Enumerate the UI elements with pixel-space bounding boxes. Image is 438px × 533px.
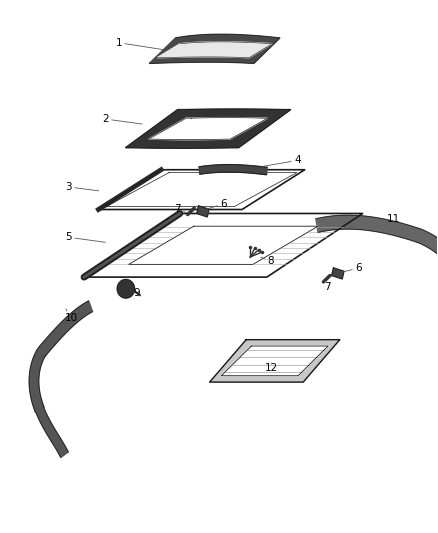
Text: 8: 8	[261, 256, 274, 266]
Polygon shape	[221, 346, 328, 376]
Polygon shape	[38, 301, 92, 357]
Text: 11: 11	[385, 214, 400, 225]
Polygon shape	[129, 226, 318, 264]
Polygon shape	[149, 34, 280, 63]
Text: 5: 5	[66, 232, 105, 243]
Text: 3: 3	[66, 182, 99, 192]
Text: 9: 9	[130, 288, 140, 298]
Polygon shape	[84, 214, 363, 277]
Polygon shape	[125, 109, 291, 148]
Polygon shape	[199, 165, 267, 175]
Polygon shape	[157, 42, 272, 58]
Polygon shape	[99, 169, 305, 209]
Polygon shape	[332, 268, 344, 279]
Text: 6: 6	[207, 199, 226, 209]
Text: 4: 4	[263, 156, 300, 166]
Text: 7: 7	[174, 204, 186, 214]
Polygon shape	[417, 229, 438, 261]
Text: 2: 2	[102, 114, 142, 124]
Text: 7: 7	[324, 281, 330, 292]
Polygon shape	[210, 340, 340, 382]
Polygon shape	[316, 215, 420, 243]
Polygon shape	[148, 118, 268, 140]
Text: 1: 1	[116, 38, 164, 50]
Polygon shape	[197, 206, 209, 217]
Polygon shape	[36, 407, 68, 457]
Text: 12: 12	[265, 363, 278, 373]
Polygon shape	[29, 349, 46, 412]
Polygon shape	[117, 279, 134, 298]
Text: 6: 6	[342, 263, 362, 273]
Text: 10: 10	[64, 309, 78, 324]
